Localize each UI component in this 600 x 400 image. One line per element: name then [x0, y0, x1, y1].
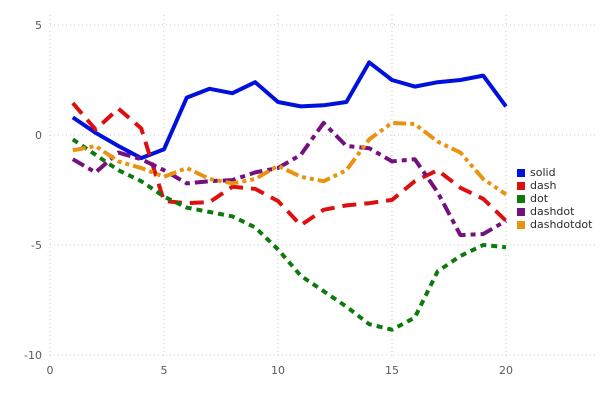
legend-label: dashdotdot [530, 218, 593, 231]
legend-item-dashdot: dashdot [517, 205, 592, 218]
legend-item-dot: dot [517, 192, 592, 205]
legend-item-solid: solid [517, 166, 592, 179]
y-tick-label: -5 [31, 239, 42, 252]
y-tick-label: -10 [24, 349, 42, 362]
series-line-dash [71, 101, 508, 228]
legend-label: dash [530, 179, 557, 192]
y-tick-label: 5 [35, 19, 42, 32]
legend-swatch-dot [517, 194, 525, 203]
series-line-dashdotdot [72, 120, 508, 197]
y-tick-label: 0 [35, 129, 42, 142]
legend-label: dashdot [530, 205, 575, 218]
legend: solid dash dot dashdot dashdotdot [517, 166, 592, 231]
legend-swatch-solid [517, 168, 525, 177]
gridlines [49, 15, 595, 356]
legend-label: solid [530, 166, 556, 179]
legend-swatch-dashdot [517, 207, 525, 216]
x-tick-label: 15 [385, 364, 399, 377]
series-line-solid [71, 60, 508, 161]
legend-swatch-dash [517, 181, 525, 190]
x-tick-label: 0 [47, 364, 54, 377]
series-line-dot [71, 137, 507, 332]
data-series [71, 60, 508, 332]
x-tick-label: 20 [499, 364, 513, 377]
axis-tick-labels: 0 5 10 15 20 5 0 -5 -10 [24, 19, 513, 377]
legend-label: dot [530, 192, 549, 205]
series-line-dashdot [71, 120, 508, 238]
legend-item-dash: dash [517, 179, 592, 192]
x-tick-label: 5 [161, 364, 168, 377]
x-tick-label: 10 [271, 364, 285, 377]
legend-item-dashdotdot: dashdotdot [517, 218, 592, 231]
legend-swatch-dashdotdot [517, 220, 525, 229]
